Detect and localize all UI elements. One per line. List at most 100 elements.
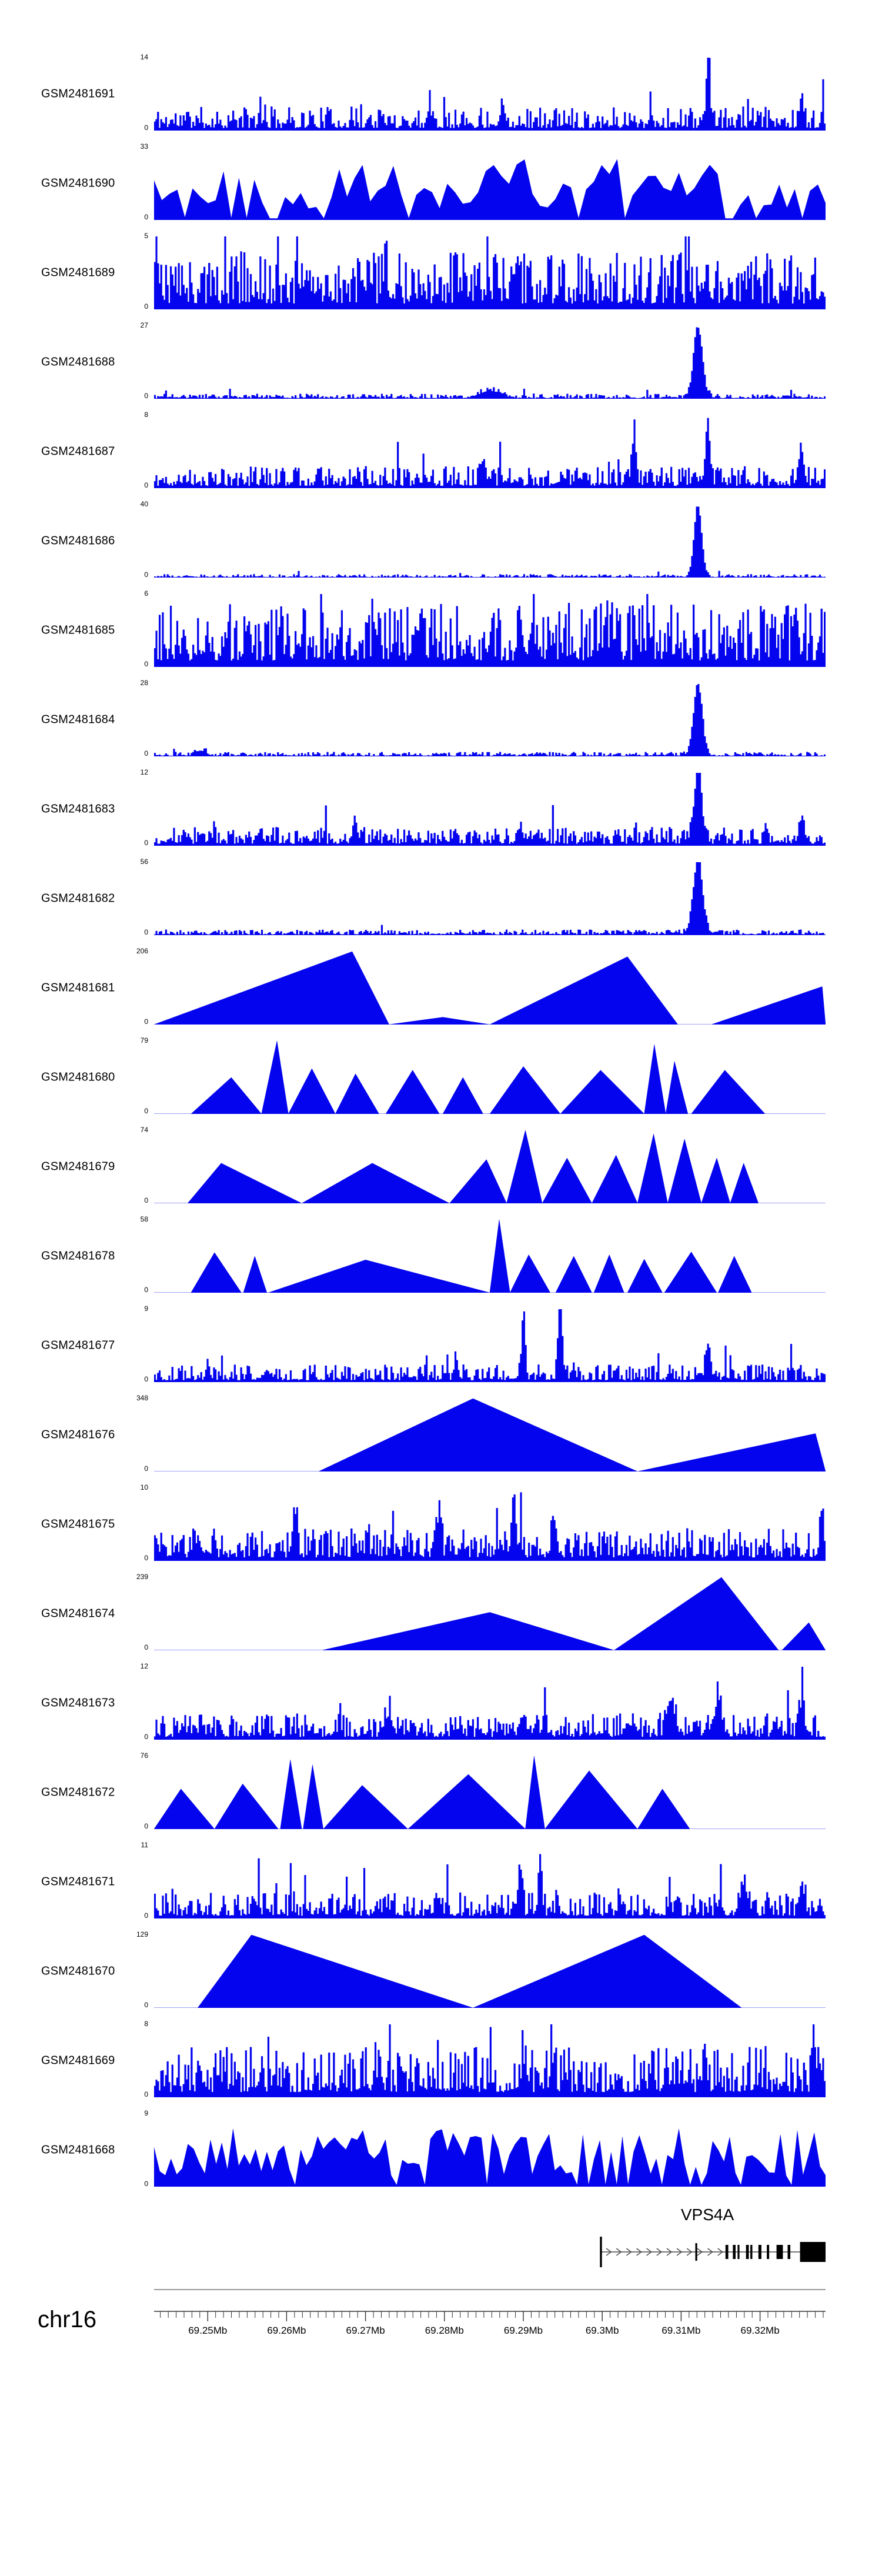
y-axis-max-label: 8 xyxy=(144,2020,148,2028)
signal-plot xyxy=(154,327,826,399)
y-axis-min-label: 0 xyxy=(144,1017,148,1026)
y-axis-min-label: 0 xyxy=(144,1911,148,1920)
y-axis-min-label: 0 xyxy=(144,1643,148,1651)
signal-plot xyxy=(154,1492,826,1561)
track-label: GSM2481688 xyxy=(41,355,115,369)
y-axis-min-label: 0 xyxy=(144,839,148,847)
signal-track-row: GSM2481671 11 0 xyxy=(0,1837,882,1927)
y-axis-min-label: 0 xyxy=(144,749,148,758)
y-axis-max-label: 58 xyxy=(140,1215,148,1223)
y-axis-max-label: 27 xyxy=(140,321,148,329)
y-axis-min-label: 0 xyxy=(144,481,148,489)
track-label: GSM2481672 xyxy=(41,1786,115,1799)
y-axis-min-label: 0 xyxy=(144,928,148,936)
signal-track-row: GSM2481669 8 0 xyxy=(0,2016,882,2105)
y-axis-min-label: 0 xyxy=(144,1554,148,1562)
gene-track: VPS4A xyxy=(0,2200,882,2294)
track-label: GSM2481681 xyxy=(41,981,115,995)
strand-arrow-icon xyxy=(656,2248,663,2256)
y-axis-max-label: 9 xyxy=(144,1304,148,1313)
gene-model xyxy=(600,2237,826,2267)
y-axis-max-label: 206 xyxy=(136,947,148,955)
y-axis-max-label: 8 xyxy=(144,411,148,419)
y-axis-max-label: 11 xyxy=(141,1841,148,1849)
separator-line xyxy=(154,2289,826,2290)
y-axis-max-label: 28 xyxy=(140,679,148,687)
signal-plot xyxy=(154,1756,826,1829)
track-label: GSM2481687 xyxy=(41,445,115,458)
y-axis-min-label: 0 xyxy=(144,1196,148,1204)
track-label: GSM2481669 xyxy=(41,2054,115,2067)
signal-track-row: GSM2481680 79 0 xyxy=(0,1033,882,1122)
y-axis-max-label: 5 xyxy=(144,232,148,240)
strand-arrow-icon xyxy=(717,2248,724,2256)
y-axis-min-label: 0 xyxy=(144,1733,148,1741)
signal-plot xyxy=(154,159,826,220)
svg-text:69.25Mb: 69.25Mb xyxy=(188,2325,227,2336)
exon-box xyxy=(695,2243,697,2261)
track-label: GSM2481689 xyxy=(41,266,115,279)
exon-box xyxy=(725,2245,729,2259)
y-axis-max-label: 74 xyxy=(140,1126,148,1134)
y-axis-min-label: 0 xyxy=(144,392,148,400)
y-axis-max-label: 12 xyxy=(140,1662,148,1670)
signal-track-row: GSM2481681 206 0 xyxy=(0,943,882,1033)
signal-track-row: GSM2481687 8 0 xyxy=(0,407,882,496)
signal-track-row: GSM2481672 76 0 xyxy=(0,1748,882,1837)
y-axis-min-label: 0 xyxy=(144,2001,148,2009)
chromosome-label: chr16 xyxy=(38,2307,97,2333)
track-label: GSM2481674 xyxy=(41,1607,115,1620)
track-label: GSM2481668 xyxy=(41,2143,115,2157)
y-axis-max-label: 79 xyxy=(140,1036,148,1045)
y-axis-min-label: 0 xyxy=(144,1464,148,1473)
y-axis-min-label: 0 xyxy=(144,2090,148,2098)
svg-text:69.31Mb: 69.31Mb xyxy=(662,2325,700,2336)
track-label: GSM2481679 xyxy=(41,1160,115,1173)
signal-track-row: GSM2481689 5 0 xyxy=(0,228,882,318)
signal-track-row: GSM2481688 27 0 xyxy=(0,318,882,407)
signal-plot xyxy=(154,1130,826,1203)
y-axis-max-label: 12 xyxy=(140,768,148,776)
signal-plot xyxy=(154,1399,826,1471)
svg-text:69.28Mb: 69.28Mb xyxy=(425,2325,464,2336)
exon-box xyxy=(758,2245,761,2259)
genome-axis-track: chr16 69.25Mb 69.26Mb 69.27Mb 69.28Mb 69.29M… xyxy=(0,2303,882,2374)
track-label: GSM2481671 xyxy=(41,1875,115,1888)
svg-text:69.32Mb: 69.32Mb xyxy=(741,2325,780,2336)
track-label: GSM2481670 xyxy=(41,1964,115,1978)
svg-text:69.26Mb: 69.26Mb xyxy=(267,2325,306,2336)
signal-track-row: GSM2481675 10 0 xyxy=(0,1480,882,1569)
signal-track-row: GSM2481679 74 0 xyxy=(0,1122,882,1212)
exon-box xyxy=(776,2245,783,2259)
y-axis-min-label: 0 xyxy=(144,660,148,668)
signal-plot xyxy=(154,1577,826,1650)
signal-track-row: GSM2481676 348 0 xyxy=(0,1390,882,1480)
exon-box xyxy=(750,2245,753,2259)
y-axis-min-label: 0 xyxy=(144,302,148,311)
signal-plot xyxy=(154,1935,826,2008)
signal-plot xyxy=(154,506,826,578)
track-label: GSM2481680 xyxy=(41,1070,115,1084)
track-label: GSM2481675 xyxy=(41,1517,115,1531)
signal-track-row: GSM2481673 12 0 xyxy=(0,1659,882,1748)
signal-plot xyxy=(154,1854,826,1918)
y-axis-max-label: 76 xyxy=(140,1751,148,1760)
track-label: GSM2481690 xyxy=(41,176,115,190)
y-axis-min-label: 0 xyxy=(144,570,148,579)
signal-plot xyxy=(154,2024,826,2097)
track-label: GSM2481683 xyxy=(41,802,115,816)
signal-plot xyxy=(154,236,826,309)
y-axis-max-label: 56 xyxy=(140,857,148,866)
track-label: GSM2481673 xyxy=(41,1696,115,1710)
signal-plot xyxy=(154,58,826,131)
track-label: GSM2481676 xyxy=(41,1428,115,1442)
y-axis-max-label: 9 xyxy=(144,2109,148,2117)
signal-plot xyxy=(154,1667,826,1740)
exon-box xyxy=(737,2245,740,2259)
exon-box xyxy=(800,2242,826,2262)
svg-text:69.3Mb: 69.3Mb xyxy=(586,2325,619,2336)
signal-plot xyxy=(154,594,826,667)
genome-axis: 69.25Mb 69.26Mb 69.27Mb 69.28Mb 69.29Mb 69.3M… xyxy=(154,2311,826,2336)
track-label: GSM2481684 xyxy=(41,713,115,726)
track-label: GSM2481685 xyxy=(41,623,115,637)
